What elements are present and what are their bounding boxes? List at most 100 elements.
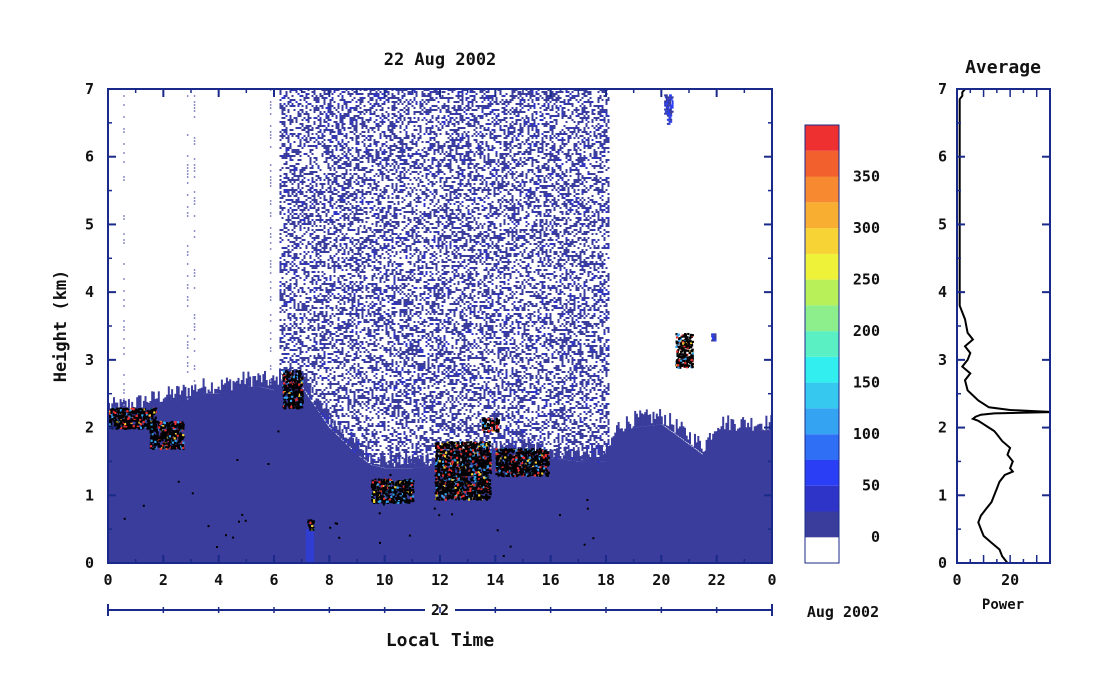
clutter-pixel bbox=[379, 287, 382, 289]
clutter-pixel bbox=[339, 175, 342, 177]
clutter-pixel bbox=[283, 341, 286, 343]
clutter-pixel bbox=[395, 301, 398, 303]
clutter-pixel bbox=[361, 237, 364, 239]
clutter-pixel bbox=[365, 387, 368, 389]
clutter-pixel bbox=[391, 319, 394, 321]
clutter-pixel bbox=[381, 363, 384, 365]
clutter-pixel bbox=[393, 399, 396, 401]
clutter-pixel bbox=[313, 99, 316, 101]
clutter-pixel bbox=[375, 143, 378, 145]
clutter-pixel bbox=[363, 167, 366, 169]
clutter-pixel bbox=[327, 391, 330, 393]
clutter-pixel bbox=[397, 287, 400, 289]
clutter-pixel bbox=[379, 219, 382, 221]
clutter-pixel bbox=[301, 211, 304, 213]
clutter-pixel bbox=[291, 257, 294, 259]
clutter-pixel bbox=[361, 155, 364, 157]
edge-pixel bbox=[586, 448, 589, 462]
clutter-pixel bbox=[283, 251, 286, 253]
edge-pixel bbox=[239, 383, 242, 389]
clutter-pixel bbox=[389, 367, 392, 369]
clutter-pixel bbox=[371, 249, 374, 251]
clutter-pixel bbox=[387, 185, 390, 187]
clutter-pixel bbox=[329, 291, 332, 293]
clutter-pixel bbox=[333, 131, 336, 133]
clutter-pixel bbox=[337, 105, 340, 107]
clutter-pixel bbox=[307, 141, 310, 143]
clutter-pixel bbox=[383, 135, 386, 137]
clutter-pixel bbox=[383, 217, 386, 219]
clutter-pixel bbox=[391, 359, 394, 361]
clutter-pixel bbox=[349, 193, 352, 195]
clutter-pixel bbox=[373, 459, 376, 461]
clutter-pixel bbox=[389, 129, 392, 131]
clutter-pixel bbox=[291, 299, 294, 301]
clutter-pixel bbox=[345, 391, 348, 393]
clutter-pixel bbox=[331, 321, 334, 323]
clutter-pixel bbox=[357, 209, 360, 211]
clutter-pixel bbox=[341, 237, 344, 239]
clutter-pixel bbox=[325, 339, 328, 341]
clutter-pixel bbox=[393, 145, 396, 147]
clutter-pixel bbox=[351, 255, 354, 257]
clutter-pixel bbox=[297, 217, 300, 219]
clutter-pixel bbox=[337, 281, 340, 283]
clutter-pixel bbox=[401, 393, 404, 395]
clutter-pixel bbox=[391, 117, 394, 119]
edge-pixel bbox=[199, 388, 202, 396]
edge-pixel bbox=[252, 376, 255, 387]
clutter-pixel bbox=[373, 375, 376, 377]
clutter-pixel bbox=[319, 287, 322, 289]
clutter-pixel bbox=[281, 111, 284, 113]
clutter-pixel bbox=[351, 347, 354, 349]
clutter-pixel bbox=[301, 219, 304, 221]
clutter-pixel bbox=[363, 327, 366, 329]
clutter-pixel bbox=[337, 213, 340, 215]
clutter-pixel bbox=[337, 317, 340, 319]
clutter-pixel bbox=[379, 309, 382, 311]
clutter-pixel bbox=[291, 261, 294, 263]
clutter-pixel bbox=[347, 285, 350, 287]
clutter-pixel bbox=[373, 319, 376, 321]
clutter-pixel bbox=[287, 229, 290, 231]
clutter-pixel bbox=[327, 331, 330, 333]
clutter-pixel bbox=[349, 355, 352, 357]
clutter-pixel bbox=[397, 147, 400, 149]
clutter-pixel bbox=[303, 383, 306, 385]
clutter-pixel bbox=[403, 237, 406, 239]
edge-pixel bbox=[147, 402, 150, 408]
clutter-pixel bbox=[285, 345, 288, 347]
clutter-pixel bbox=[319, 189, 322, 191]
edge-pixel bbox=[146, 401, 149, 409]
clutter-pixel bbox=[359, 185, 362, 187]
clutter-pixel bbox=[305, 199, 308, 201]
clutter-pixel bbox=[375, 389, 378, 391]
clutter-pixel bbox=[313, 339, 316, 341]
clutter-pixel bbox=[337, 383, 340, 385]
clutter-pixel bbox=[321, 137, 324, 139]
clutter-pixel bbox=[341, 277, 344, 279]
clutter-pixel bbox=[355, 105, 358, 107]
clutter-pixel bbox=[311, 365, 314, 367]
clutter-pixel bbox=[335, 161, 338, 163]
clutter-pixel bbox=[357, 347, 360, 349]
clutter-pixel bbox=[329, 185, 332, 187]
clutter-pixel bbox=[387, 421, 390, 423]
clutter-pixel bbox=[289, 357, 292, 359]
clutter-pixel bbox=[333, 161, 336, 163]
clutter-pixel bbox=[315, 157, 318, 159]
clutter-pixel bbox=[367, 179, 370, 181]
clutter-pixel bbox=[379, 355, 382, 357]
clutter-pixel bbox=[369, 343, 372, 345]
clutter-pixel bbox=[337, 387, 340, 389]
clutter-pixel bbox=[325, 115, 328, 117]
clutter-pixel bbox=[375, 91, 378, 93]
clutter-pixel bbox=[343, 213, 346, 215]
clutter-pixel bbox=[301, 365, 304, 367]
clutter-pixel bbox=[365, 229, 368, 231]
clutter-pixel bbox=[381, 305, 384, 307]
clutter-pixel bbox=[393, 323, 396, 325]
edge-pixel bbox=[665, 425, 668, 428]
clutter-pixel bbox=[339, 267, 342, 269]
clutter-pixel bbox=[371, 435, 374, 437]
